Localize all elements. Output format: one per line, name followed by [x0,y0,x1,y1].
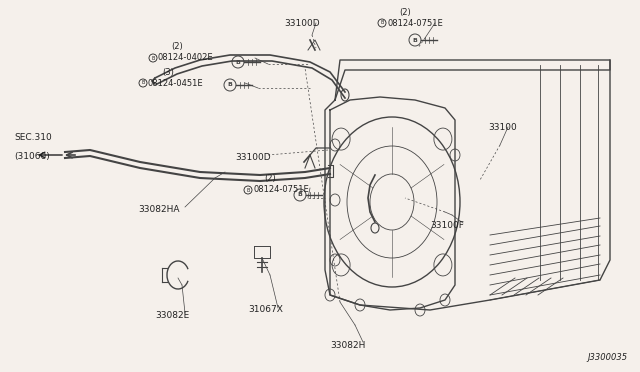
Text: B: B [151,55,155,61]
Text: 33082H: 33082H [330,340,365,350]
Text: B: B [228,83,232,87]
Text: B: B [236,60,241,64]
Text: 08124-0402E: 08124-0402E [158,54,214,62]
Text: (31060): (31060) [14,152,50,161]
Text: 31067X: 31067X [248,305,283,314]
Text: 08124-0751E: 08124-0751E [253,186,308,195]
Text: (3): (3) [162,67,174,77]
Text: B: B [141,80,145,86]
Text: J3300035: J3300035 [588,353,628,362]
Text: 33100D: 33100D [235,154,271,163]
Text: B: B [298,192,303,198]
Text: (2): (2) [264,174,276,183]
Text: 33100D: 33100D [284,19,319,28]
Text: B: B [413,38,417,42]
Text: 33100F: 33100F [430,221,464,230]
Text: B: B [380,20,384,26]
Text: SEC.310: SEC.310 [14,133,52,142]
Text: (2): (2) [399,7,411,16]
Text: 33082E: 33082E [155,311,189,320]
Text: (2): (2) [171,42,183,51]
Text: 33100: 33100 [488,122,516,131]
Text: 08124-0451E: 08124-0451E [148,78,204,87]
Text: 08124-0751E: 08124-0751E [387,19,443,28]
Text: B: B [246,187,250,192]
Text: 33082HA: 33082HA [138,205,179,215]
